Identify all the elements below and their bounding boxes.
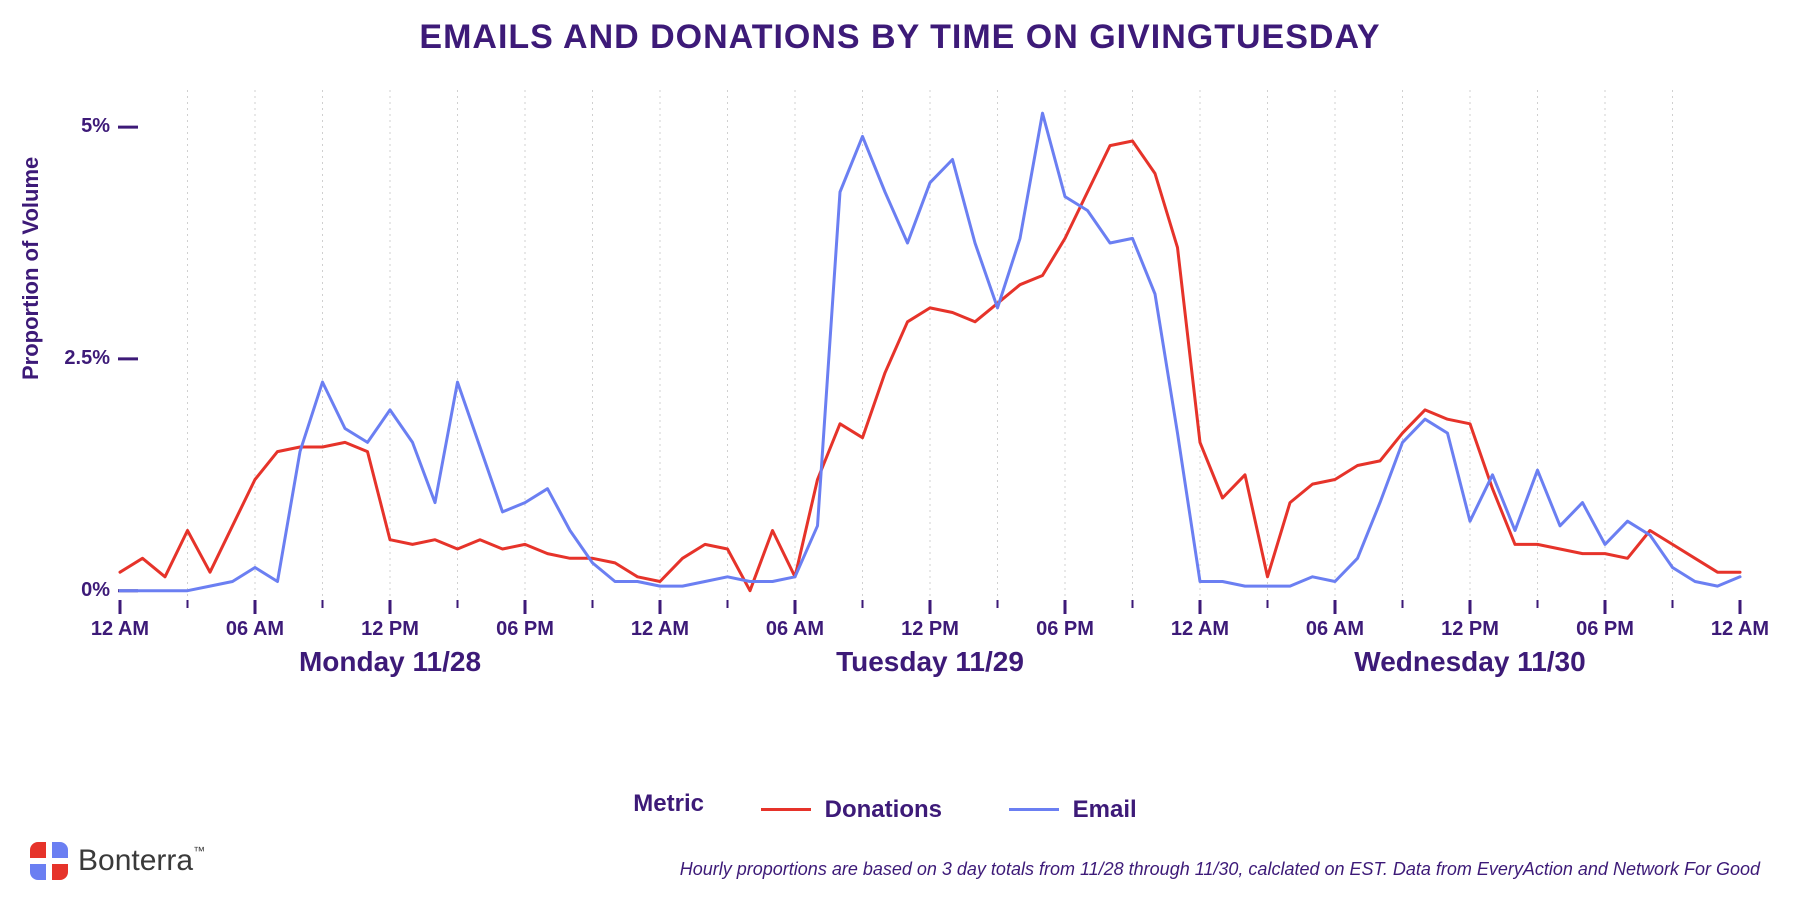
legend-title: Metric	[633, 790, 704, 817]
legend-label-email: Email	[1073, 796, 1137, 824]
chart-area	[110, 80, 1750, 670]
x-tick-label: 12 AM	[631, 618, 689, 641]
x-tick-label: 06 AM	[766, 618, 824, 641]
brand-name: Bonterra™	[78, 844, 205, 878]
brand-icon	[30, 842, 68, 880]
x-day-label: Monday 11/28	[299, 646, 481, 678]
y-tick-label: 5%	[50, 115, 110, 138]
line-chart-svg	[110, 80, 1750, 670]
x-tick-label: 06 AM	[1306, 618, 1364, 641]
x-tick-label: 12 AM	[1171, 618, 1229, 641]
chart-title: EMAILS AND DONATIONS BY TIME ON GIVINGTU…	[0, 0, 1800, 57]
footnote: Hourly proportions are based on 3 day to…	[680, 859, 1760, 880]
legend-swatch-donations	[761, 808, 811, 811]
y-tick-label: 0%	[50, 579, 110, 602]
x-tick-label: 06 PM	[496, 618, 554, 641]
x-day-label: Tuesday 11/29	[836, 646, 1024, 678]
legend-label-donations: Donations	[825, 796, 942, 824]
x-tick-label: 12 PM	[1441, 618, 1499, 641]
legend: Metric Donations Email	[0, 790, 1800, 824]
x-tick-label: 12 AM	[1711, 618, 1769, 641]
y-axis-label: Proportion of Volume	[18, 157, 44, 380]
legend-swatch-email	[1009, 808, 1059, 811]
x-tick-label: 12 PM	[901, 618, 959, 641]
x-tick-label: 06 PM	[1576, 618, 1634, 641]
y-tick-label: 2.5%	[50, 347, 110, 370]
legend-item-donations: Donations	[761, 796, 942, 824]
legend-item-email: Email	[1009, 796, 1137, 824]
x-tick-label: 12 PM	[361, 618, 419, 641]
x-tick-label: 06 PM	[1036, 618, 1094, 641]
x-day-label: Wednesday 11/30	[1354, 646, 1585, 678]
brand-logo: Bonterra™	[30, 842, 205, 880]
x-tick-label: 06 AM	[226, 618, 284, 641]
x-tick-label: 12 AM	[91, 618, 149, 641]
